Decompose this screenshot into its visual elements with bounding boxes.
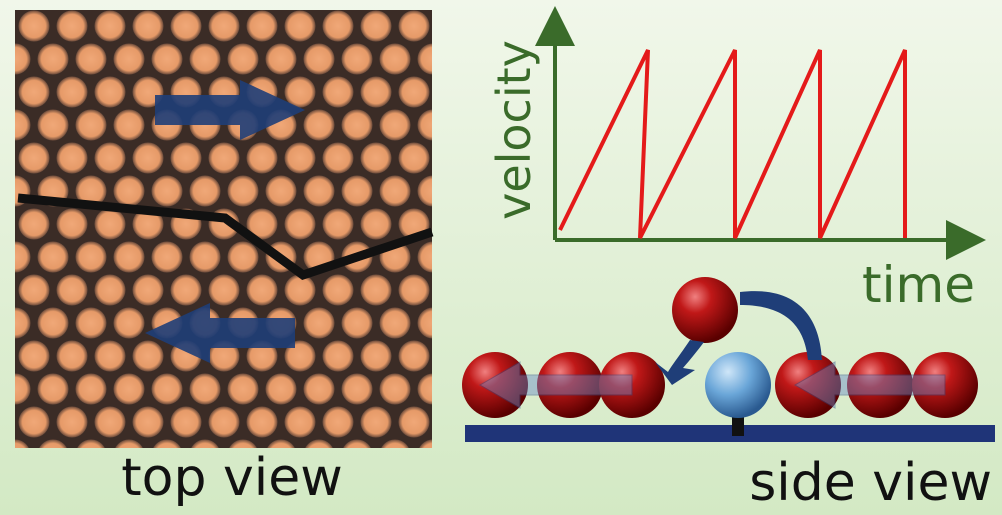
particle xyxy=(599,352,665,418)
particle xyxy=(672,277,738,343)
particle-lattice xyxy=(15,10,432,448)
axis-label: velocity xyxy=(487,40,541,220)
arrow-right xyxy=(155,80,305,140)
particle xyxy=(775,352,841,418)
hop-arrow xyxy=(655,340,704,385)
caption: top view xyxy=(121,448,342,508)
axis-label: time xyxy=(862,256,975,314)
hop-arrow xyxy=(740,291,822,360)
shift-arrow xyxy=(793,361,946,409)
particle xyxy=(705,352,771,418)
particle xyxy=(847,352,913,418)
particle xyxy=(537,352,603,418)
shift-arrow xyxy=(478,361,633,409)
arrow-left xyxy=(145,303,295,363)
particle xyxy=(912,352,978,418)
caption: side view xyxy=(749,453,992,513)
grain-boundary xyxy=(17,193,434,281)
substrate xyxy=(465,425,995,442)
particle xyxy=(462,352,528,418)
sawtooth xyxy=(558,49,907,239)
